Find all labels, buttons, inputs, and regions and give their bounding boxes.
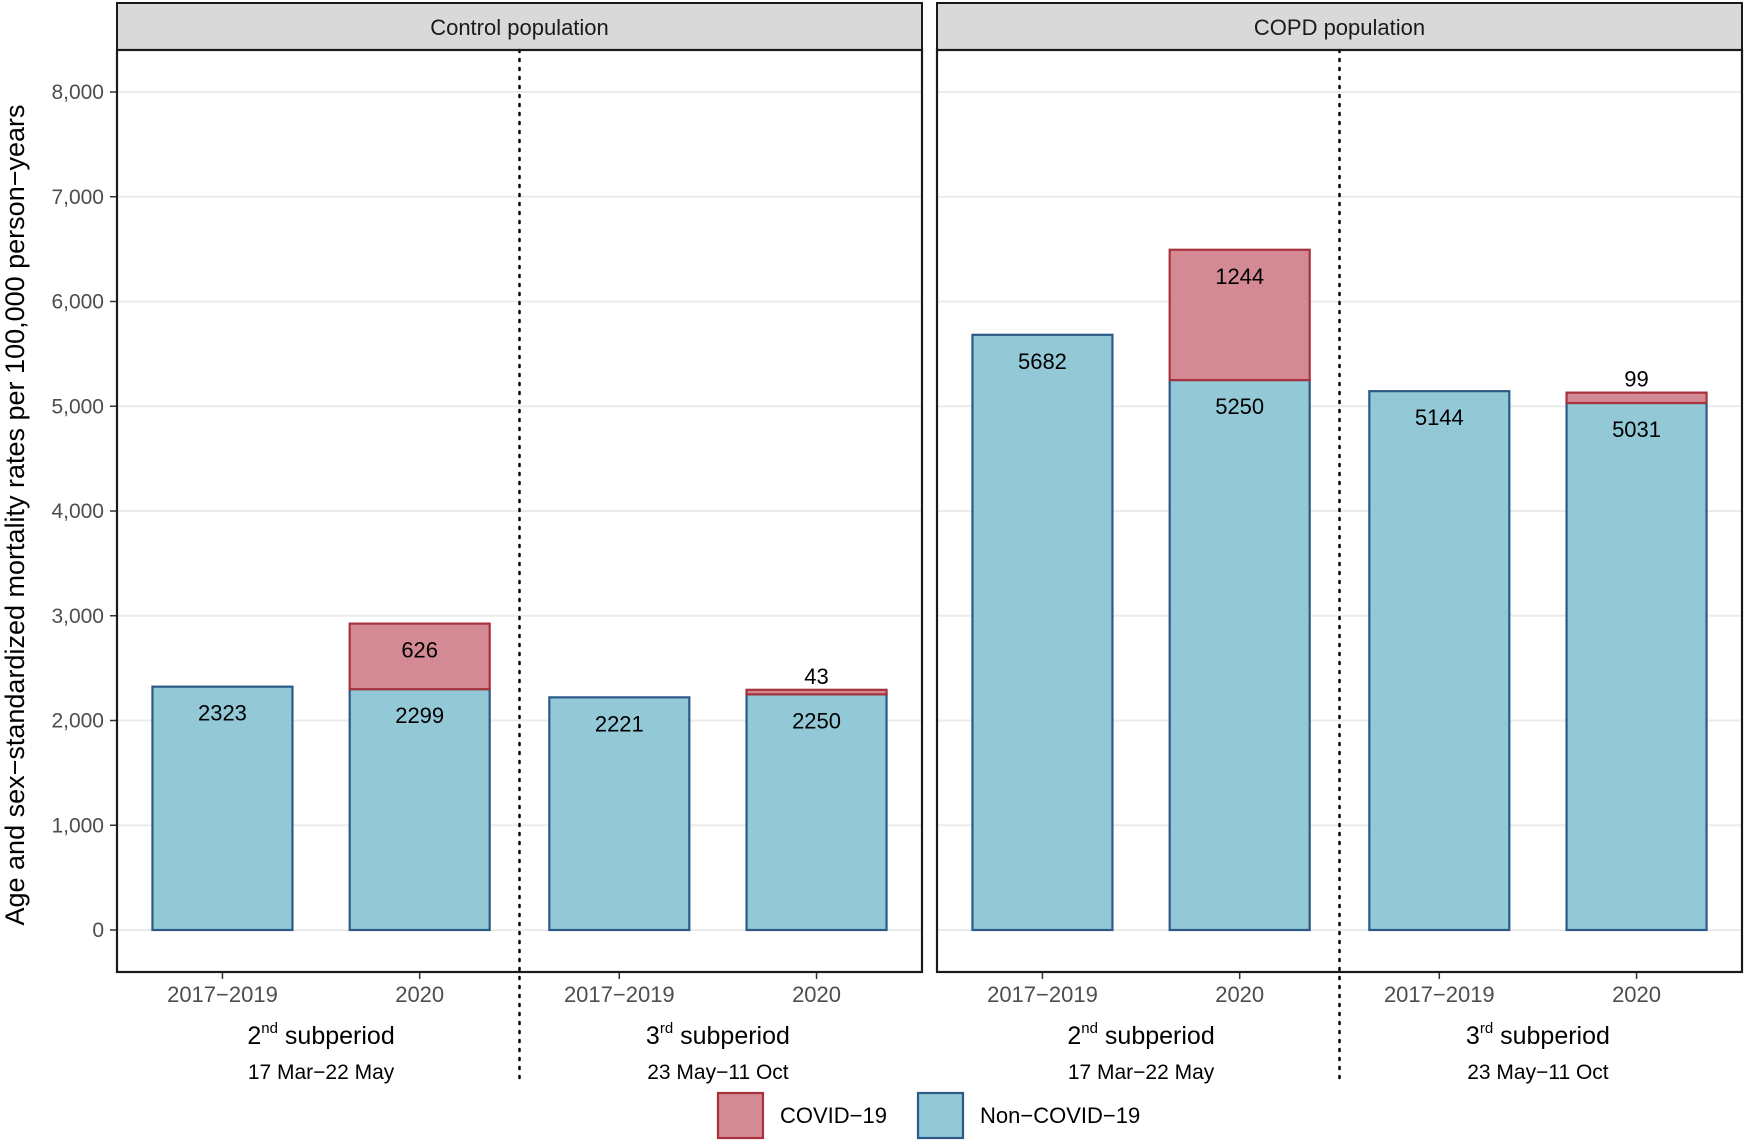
subperiod-ordinal: 2 [247, 1022, 261, 1050]
panel-strip [936, 2, 1743, 51]
bar-noncovid [745, 693, 888, 932]
subperiod-label: 2nd subperiod [1067, 1020, 1214, 1050]
y-tick-label: 2,000 [51, 710, 104, 733]
y-tick-label: 4,000 [51, 500, 104, 523]
panel-border [935, 48, 1744, 974]
subperiod-ordinal: 3 [1466, 1022, 1480, 1050]
subperiod-label: 2nd subperiod [247, 1020, 394, 1050]
x-tick-label: 2017−2019 [167, 982, 278, 1007]
y-tick-label: 5,000 [51, 395, 104, 418]
bar-noncovid [1168, 378, 1311, 932]
y-tick-label: 6,000 [51, 291, 104, 314]
x-tick-label: 2017−2019 [564, 982, 675, 1007]
subperiod-dates: 23 May−11 Oct [1467, 1061, 1609, 1084]
x-tick-label: 2020 [1612, 982, 1661, 1007]
subperiod-word: subperiod [278, 1022, 395, 1050]
bar-noncovid [348, 688, 491, 932]
bar-label-noncovid: 2250 [792, 708, 841, 733]
bar-covid [745, 688, 888, 696]
panel-title: Control population [430, 15, 609, 40]
subperiod-suffix: rd [1480, 1020, 1493, 1037]
bar-label-noncovid: 5682 [1018, 349, 1067, 374]
subperiod-label: 3rd subperiod [1466, 1020, 1610, 1050]
panel-0: Control population 2323 2017−2019 2299 626 20… [115, 2, 924, 1084]
panel-1: COPD population 5682 2017−2019 5250 1244 2020… [935, 2, 1744, 1084]
bar-label-noncovid: 2221 [595, 711, 644, 736]
panel-border [115, 48, 924, 974]
bar-covid [348, 622, 491, 691]
subperiod-suffix: nd [1081, 1020, 1098, 1037]
subperiod-dates: 23 May−11 Oct [647, 1061, 789, 1084]
panel-title: COPD population [1254, 15, 1425, 40]
bar-covid [1168, 248, 1311, 382]
x-tick-label: 2017−2019 [1384, 982, 1495, 1007]
bar-label-covid: 1244 [1215, 264, 1264, 289]
bar-noncovid [151, 685, 294, 932]
x-tick-label: 2020 [395, 982, 444, 1007]
x-tick-label: 2020 [1215, 982, 1264, 1007]
legend-label: COVID−19 [780, 1103, 887, 1128]
subperiod-suffix: nd [261, 1020, 278, 1037]
y-tick-label: 0 [92, 919, 104, 942]
legend: COVID−19 Non−COVID−19 [716, 1091, 1140, 1140]
y-axis-label: Age and sex−standardized mortality rates… [0, 105, 30, 926]
bar-noncovid [1565, 401, 1708, 932]
bar-label-noncovid: 5031 [1612, 417, 1661, 442]
bar-label-noncovid: 5250 [1215, 394, 1264, 419]
subperiod-word: subperiod [1493, 1022, 1610, 1050]
bar-noncovid [971, 333, 1114, 932]
bar-label-covid: 43 [804, 664, 828, 689]
bar-label-covid: 626 [401, 638, 438, 663]
bar-noncovid [548, 696, 691, 932]
bar-covid [1565, 391, 1708, 405]
bar-label-covid: 99 [1624, 367, 1648, 392]
x-tick-label: 2020 [792, 982, 841, 1007]
y-tick-label: 7,000 [51, 186, 104, 209]
bar-noncovid [1368, 390, 1511, 932]
panel-strip [116, 2, 923, 51]
y-tick-label: 8,000 [51, 81, 104, 104]
y-tick-label: 3,000 [51, 605, 104, 628]
bar-label-noncovid: 2323 [198, 701, 247, 726]
subperiod-word: subperiod [1098, 1022, 1215, 1050]
subperiod-ordinal: 3 [646, 1022, 660, 1050]
bar-label-noncovid: 2299 [395, 703, 444, 728]
subperiod-word: subperiod [673, 1022, 790, 1050]
legend-label: Non−COVID−19 [980, 1103, 1140, 1128]
subperiod-suffix: rd [660, 1020, 673, 1037]
y-tick-label: 1,000 [51, 814, 104, 837]
subperiod-dates: 17 Mar−22 May [248, 1061, 395, 1084]
subperiod-dates: 17 Mar−22 May [1068, 1061, 1215, 1084]
subperiod-label: 3rd subperiod [646, 1020, 790, 1050]
x-tick-label: 2017−2019 [987, 982, 1098, 1007]
legend-key [716, 1091, 765, 1140]
subperiod-ordinal: 2 [1067, 1022, 1081, 1050]
bar-label-noncovid: 5144 [1415, 405, 1464, 430]
legend-key [916, 1091, 965, 1140]
